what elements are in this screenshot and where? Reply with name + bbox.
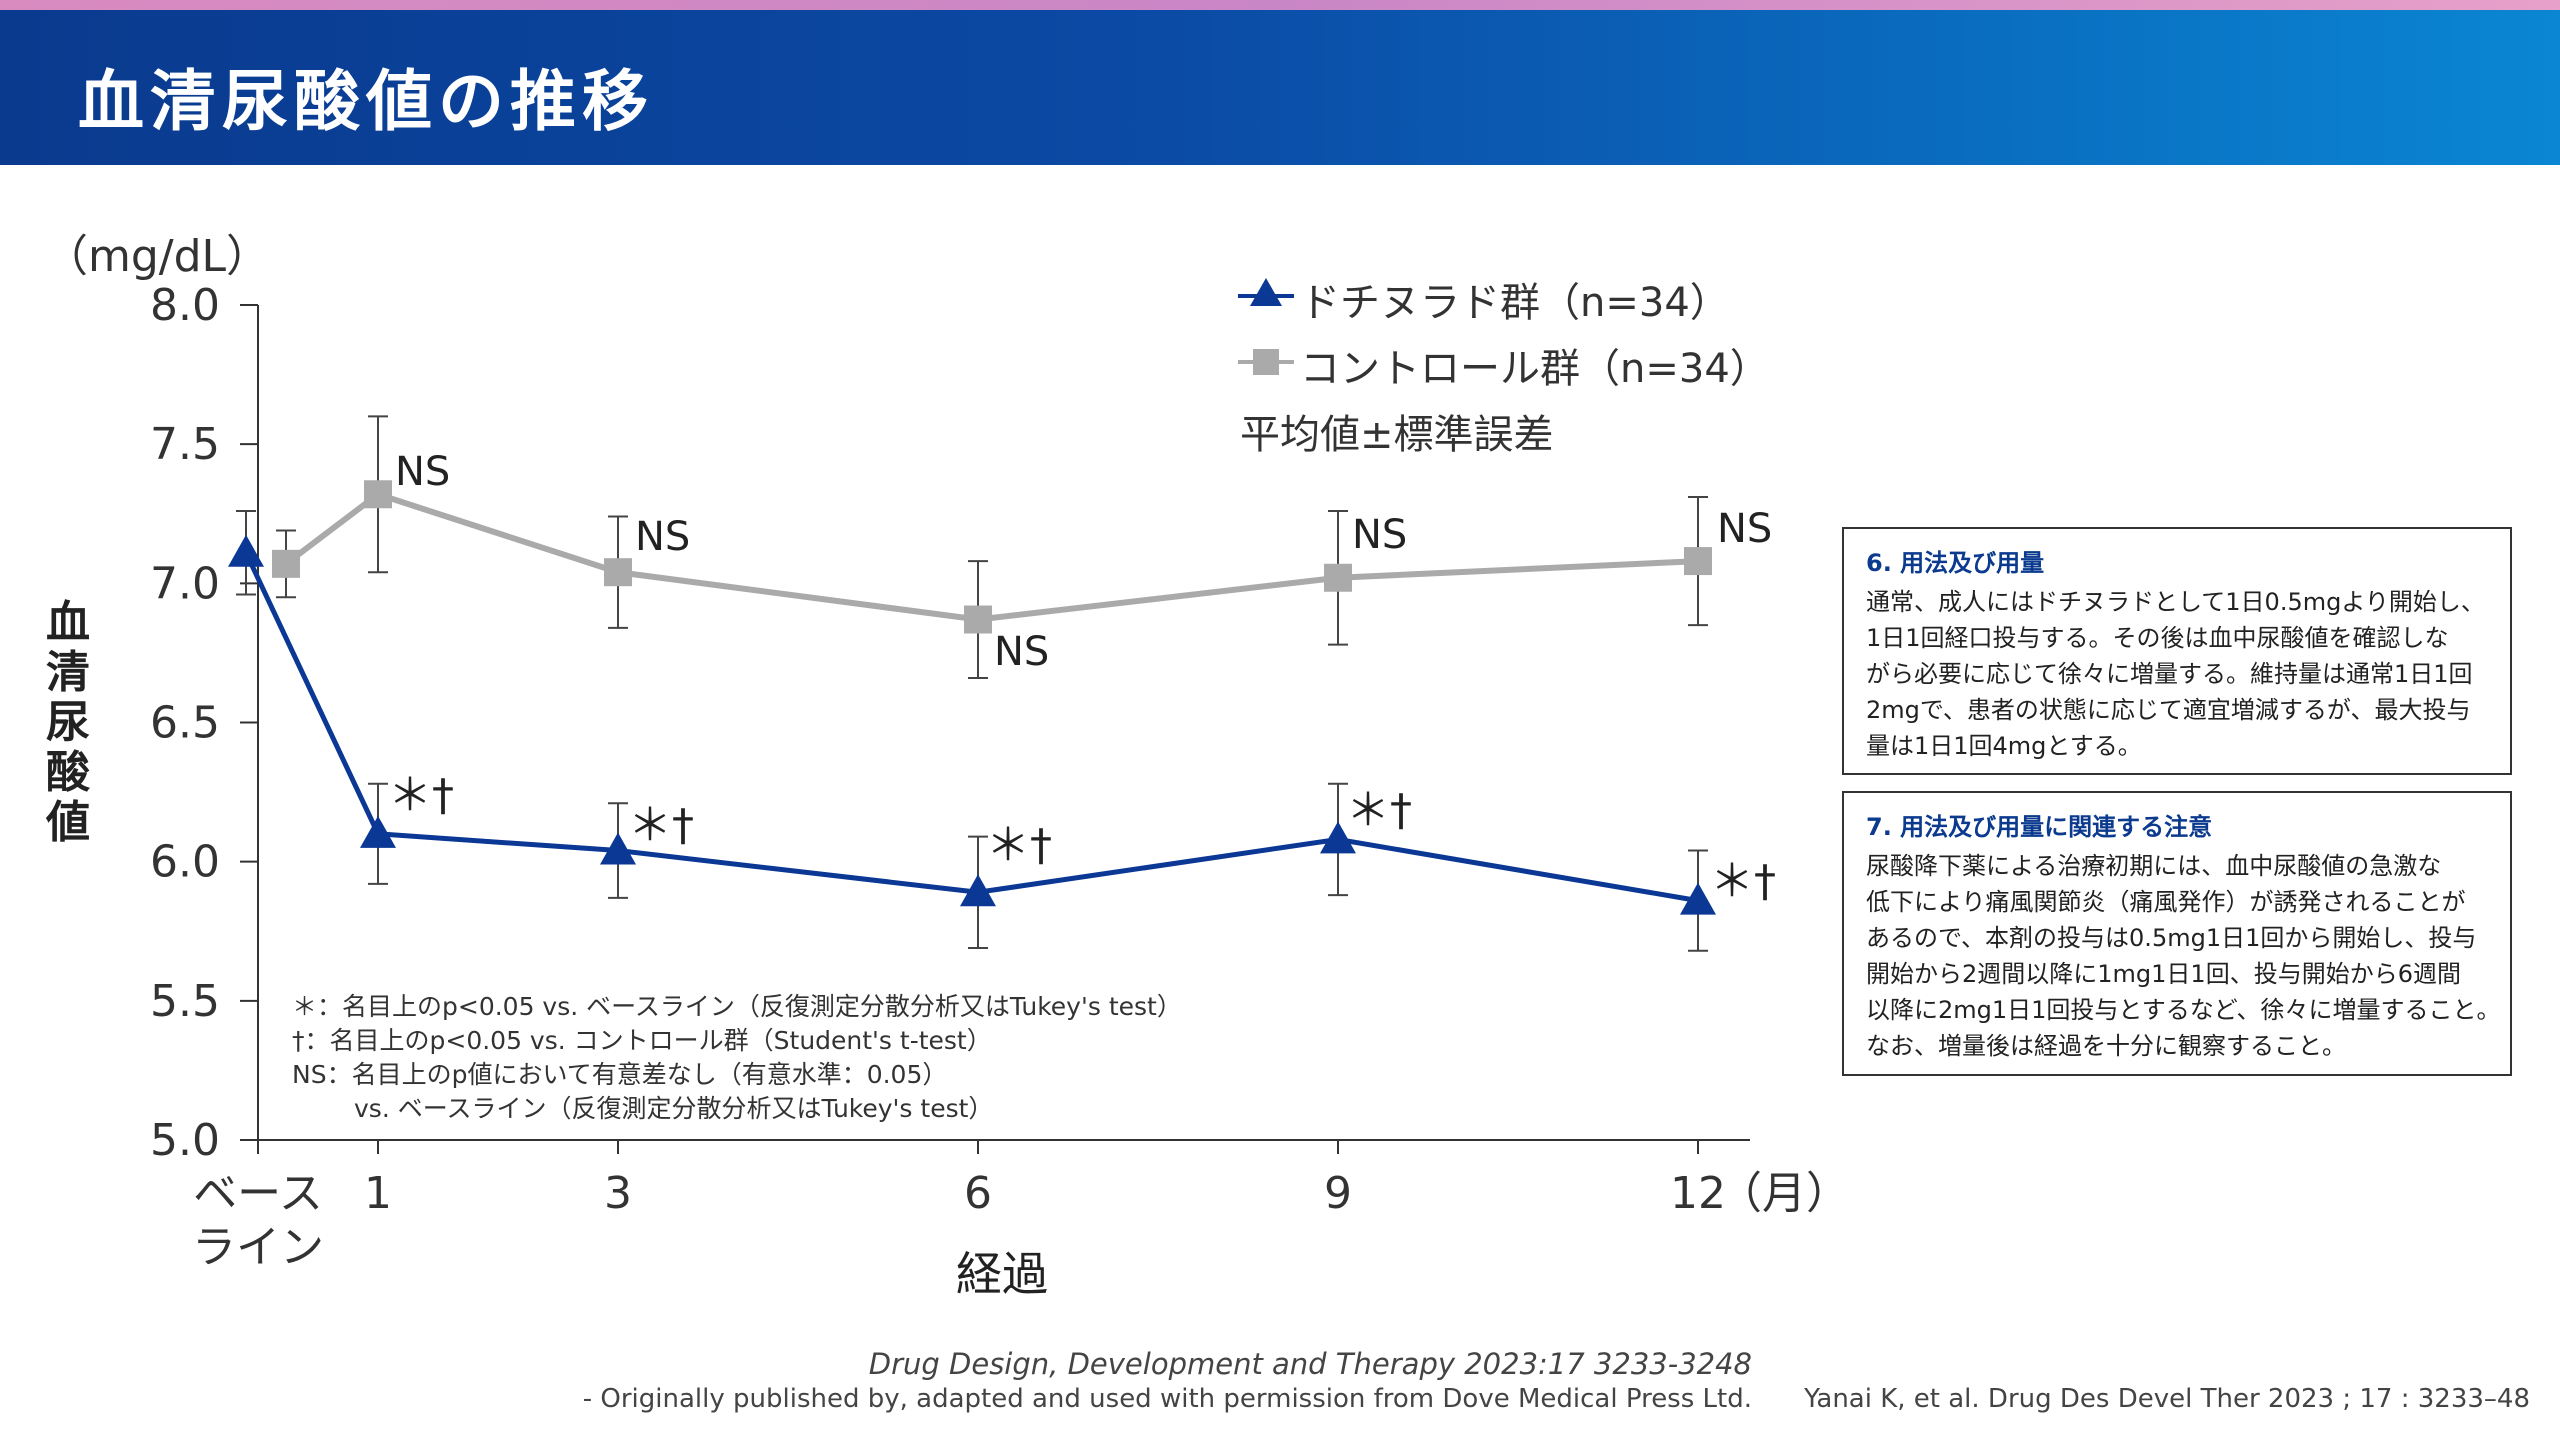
x-tick-label: 3 — [604, 1168, 632, 1219]
uric-acid-line-chart: 5.0 5.5 6.0 6.5 7.0 7.5 8.0 ベースライン 1 3 6 9 12（月） 経過 ＊†… — [150, 280, 1850, 1301]
control-point — [272, 549, 300, 578]
x-tick-label: 12 — [1670, 1168, 1726, 1219]
significance-annotation: ＊† — [986, 820, 1052, 871]
box-line: 通常、成人にはドチヌラドとして1日0.5mgより開始し、 — [1866, 588, 2485, 616]
ns-annotation: NS — [635, 514, 690, 560]
y-axis-label-char: 値 — [46, 797, 90, 848]
box-line: 尿酸降下薬による治療初期には、血中尿酸値の急激な — [1866, 852, 2442, 880]
significance-annotation: ＊† — [388, 770, 454, 821]
legend-label: コントロール群（n=34） — [1300, 346, 1770, 392]
dotinurad-point — [960, 874, 996, 907]
dosage-caution-box: 7. 用法及び用量に関連する注意 尿酸降下薬による治療初期には、血中尿酸値の急激… — [1842, 791, 2512, 1076]
note-line: NS：名目上のp値において有意差なし（有意水準：0.05） — [292, 1060, 948, 1089]
box-line: 量は1日1回4mgとする。 — [1866, 732, 2142, 760]
y-tick-label: 5.5 — [150, 976, 220, 1027]
significance-annotation: ＊† — [628, 800, 694, 851]
dotinurad-point — [228, 534, 264, 567]
control-series-line — [284, 490, 1699, 623]
x-tick-label: 1 — [364, 1168, 392, 1219]
box-line: あるので、本剤の投与は0.5mg1日1回から開始し、投与 — [1866, 924, 2477, 952]
box-body: 通常、成人にはドチヌラドとして1日0.5mgより開始し、 1日1回経口投与する。… — [1866, 584, 2490, 764]
control-point — [1684, 547, 1712, 576]
source-permission: - Originally published by, adapted and u… — [582, 1384, 1752, 1414]
control-point — [604, 558, 632, 587]
x-axis-label: 経過 — [956, 1247, 1048, 1301]
control-point — [364, 480, 392, 509]
y-tick-label: 5.0 — [150, 1115, 220, 1166]
y-tick-label: 7.5 — [150, 419, 220, 470]
ns-annotation: NS — [1352, 512, 1407, 558]
note-line: ＊：名目上のp<0.05 vs. ベースライン（反復測定分散分析又はTukey'… — [292, 992, 1182, 1021]
x-tick-label: 6 — [964, 1168, 992, 1219]
box-title: 6. 用法及び用量 — [1866, 549, 2045, 577]
top-accent-bar — [0, 0, 2560, 10]
ns-annotation: NS — [994, 629, 1049, 675]
dotinurad-point — [360, 815, 396, 848]
x-axis-unit: （月） — [1718, 1168, 1850, 1219]
box-body: 尿酸降下薬による治療初期には、血中尿酸値の急激な 低下により痛風関節炎（痛風発作… — [1866, 848, 2501, 1064]
y-axis-label-char: 尿 — [46, 697, 90, 748]
page-title: 血清尿酸値の推移 — [78, 63, 654, 140]
source-journal: Drug Design, Development and Therapy 202… — [868, 1347, 1752, 1381]
legend-label: ドチヌラド群（n=34） — [1300, 280, 1730, 326]
y-tick-label: 6.0 — [150, 837, 220, 888]
title-banner: 血清尿酸値の推移 — [0, 10, 2560, 165]
box-line: 2mgで、患者の状態に応じて適宜増減するが、最大投与 — [1866, 696, 2471, 724]
y-tick-label: 7.0 — [150, 558, 220, 609]
ns-annotation: NS — [395, 449, 450, 495]
x-tick-label: ベース — [193, 1168, 323, 1219]
legend-note: 平均値±標準誤差 — [1240, 412, 1554, 458]
dotinurad-series-line — [243, 551, 1699, 904]
control-point — [964, 605, 992, 634]
significance-annotation: ＊† — [1346, 785, 1412, 836]
y-tick-label: 8.0 — [150, 280, 220, 331]
note-line: vs. ベースライン（反復測定分散分析又はTukey's test） — [354, 1094, 994, 1123]
y-axis-unit: （mg/dL） — [44, 231, 271, 282]
control-point — [1324, 563, 1352, 592]
y-axis-label-char: 清 — [46, 647, 90, 698]
y-axis-label: 血清尿酸値 — [38, 598, 98, 848]
triangle-marker-icon — [1238, 278, 1294, 306]
source-citation: Yanai K, et al. Drug Des Devel Ther 2023… — [1804, 1384, 2530, 1414]
significance-annotation: ＊† — [1710, 856, 1776, 907]
box-line: 1日1回経口投与する。その後は血中尿酸値を確認しな — [1866, 624, 2449, 652]
box-line: 開始から2週間以降に1mg1日1回、投与開始から6週間 — [1866, 960, 2461, 988]
x-tick-label: ライン — [192, 1222, 324, 1273]
box-line: がら必要に応じて徐々に増量する。維持量は通常1日1回 — [1866, 660, 2473, 688]
square-marker-icon — [1238, 349, 1294, 375]
box-line: なお、増量後は経過を十分に観察すること。 — [1866, 1032, 2346, 1060]
dotinurad-point — [1680, 882, 1716, 915]
dosage-info-box: 6. 用法及び用量 通常、成人にはドチヌラドとして1日0.5mgより開始し、 1… — [1842, 527, 2512, 775]
y-axis-label-char: 血 — [46, 597, 90, 648]
box-line: 低下により痛風関節炎（痛風発作）が誘発されることが — [1866, 888, 2466, 916]
dotinurad-point — [600, 832, 636, 865]
ns-annotation: NS — [1717, 506, 1772, 552]
significance-notes: ＊：名目上のp<0.05 vs. ベースライン（反復測定分散分析又はTukey'… — [292, 990, 1182, 1126]
x-tick-label: 9 — [1324, 1168, 1352, 1219]
dotinurad-point — [1320, 821, 1356, 854]
y-axis-label-char: 酸 — [46, 747, 90, 798]
y-tick-label: 6.5 — [150, 698, 220, 749]
box-line: 以降に2mg1日1回投与とするなど、徐々に増量すること。 — [1866, 996, 2501, 1024]
note-line: †：名目上のp<0.05 vs. コントロール群（Student's t-tes… — [292, 1026, 992, 1055]
box-title: 7. 用法及び用量に関連する注意 — [1866, 813, 2213, 841]
